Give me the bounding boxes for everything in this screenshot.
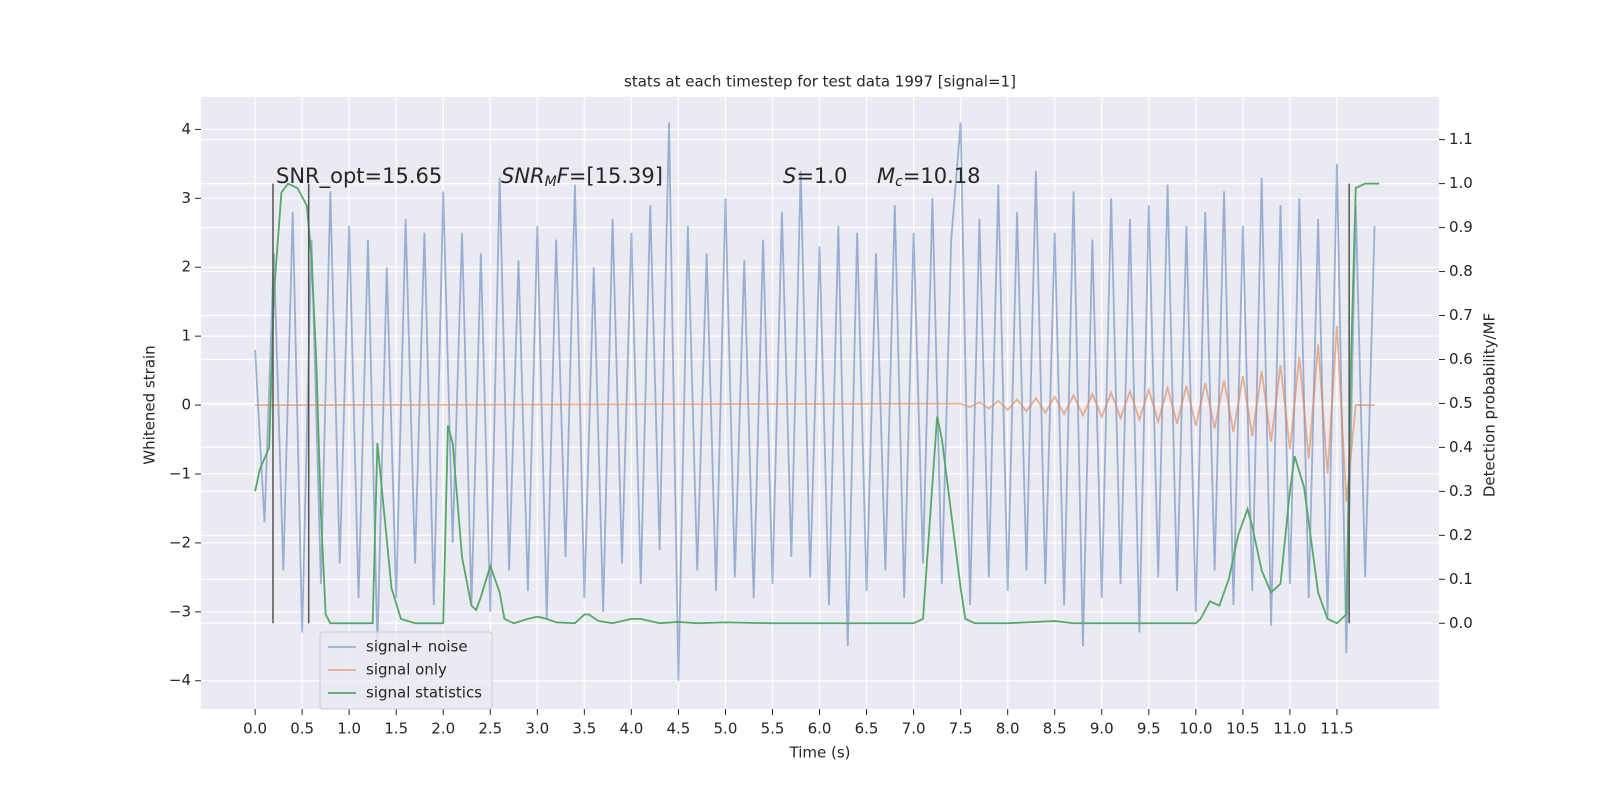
- y-tick-label: −3: [169, 602, 191, 620]
- y-axis-label: Whitened strain: [141, 345, 159, 464]
- annotation-part: =[15.39]: [569, 164, 663, 188]
- y-tick-label: −2: [169, 533, 191, 551]
- y2-tick-label: 0.3: [1449, 482, 1473, 500]
- y-tick-label: 0: [181, 396, 191, 414]
- x-tick-label: 7.0: [902, 720, 926, 738]
- annotation-part: M: [545, 174, 557, 190]
- x-tick-label: 7.5: [949, 720, 973, 738]
- annotation-part: c: [895, 174, 903, 190]
- legend-label: signal only: [366, 661, 447, 679]
- annotation-part: =1.0: [796, 164, 847, 188]
- y2-axis-label: Detection probability/MF: [1481, 313, 1499, 497]
- x-tick-label: 9.5: [1137, 720, 1161, 738]
- x-tick-label: 6.5: [855, 720, 879, 738]
- series-line: [255, 325, 1375, 502]
- x-tick-label: 4.0: [619, 720, 643, 738]
- chart-title: stats at each timestep for test data 199…: [624, 73, 1016, 91]
- y2-tick-label: 0.8: [1449, 262, 1473, 280]
- y-tick-label: −1: [169, 464, 191, 482]
- x-tick-label: 3.0: [525, 720, 549, 738]
- y2-tick-label: 0.9: [1449, 218, 1473, 236]
- legend-box: [319, 631, 493, 710]
- x-tick-label: 10.5: [1226, 720, 1259, 738]
- legend-label: signal+ noise: [366, 638, 468, 656]
- y2-tick-label: 0.4: [1449, 438, 1473, 456]
- x-tick-label: 3.5: [572, 720, 596, 738]
- annotation-part: M: [877, 164, 895, 188]
- annotation-part: SNR: [501, 164, 545, 188]
- x-tick-label: 11.5: [1320, 720, 1353, 738]
- annotation: SNRMF=[15.39]: [501, 164, 663, 190]
- annotation: SNR_opt=15.65: [276, 164, 442, 189]
- y2-tick-label: 0.1: [1449, 570, 1473, 588]
- series-line: [254, 182, 1380, 625]
- y-tick-label: −4: [169, 671, 191, 689]
- y-tick-label: 3: [181, 189, 191, 207]
- x-tick-label: 6.0: [808, 720, 832, 738]
- y2-tick-label: 0.2: [1449, 526, 1473, 544]
- x-tick-label: 4.5: [666, 720, 690, 738]
- y2-tick-label: 1.0: [1449, 174, 1473, 192]
- y-tick-label: 4: [181, 120, 191, 138]
- annotation-part: F: [557, 164, 570, 188]
- y2-tick-label: 1.1: [1449, 130, 1473, 148]
- annotation-part: =10.18: [903, 164, 981, 188]
- x-tick-label: 8.5: [1043, 720, 1067, 738]
- x-axis-label: Time (s): [789, 744, 851, 762]
- y-tick-label: 2: [181, 258, 191, 276]
- x-tick-label: 11.0: [1273, 720, 1306, 738]
- x-tick-label: 5.5: [761, 720, 785, 738]
- y2-tick-label: 0.7: [1449, 306, 1473, 324]
- x-tick-label: 0.0: [243, 720, 267, 738]
- annotation: Mc=10.18: [877, 164, 981, 190]
- annotation: S=1.0: [783, 164, 847, 188]
- x-tick-label: 0.5: [290, 720, 314, 738]
- x-tick-label: 10.0: [1179, 720, 1212, 738]
- annotation-part: S: [783, 164, 796, 188]
- annotation-part: SNR_opt=15.65: [276, 164, 442, 189]
- y2-tick-label: 0.5: [1449, 394, 1473, 412]
- x-tick-label: 1.5: [384, 720, 408, 738]
- x-tick-label: 2.0: [431, 720, 455, 738]
- series-line: [254, 122, 1376, 681]
- x-tick-label: 2.5: [478, 720, 502, 738]
- y-tick-label: 1: [181, 327, 191, 345]
- x-tick-label: 9.0: [1090, 720, 1114, 738]
- x-tick-label: 5.0: [714, 720, 738, 738]
- y2-tick-label: 0.0: [1449, 614, 1473, 632]
- legend-label: signal statistics: [366, 684, 482, 702]
- x-tick-label: 8.0: [996, 720, 1020, 738]
- x-tick-label: 1.0: [337, 720, 361, 738]
- y2-tick-label: 0.6: [1449, 350, 1473, 368]
